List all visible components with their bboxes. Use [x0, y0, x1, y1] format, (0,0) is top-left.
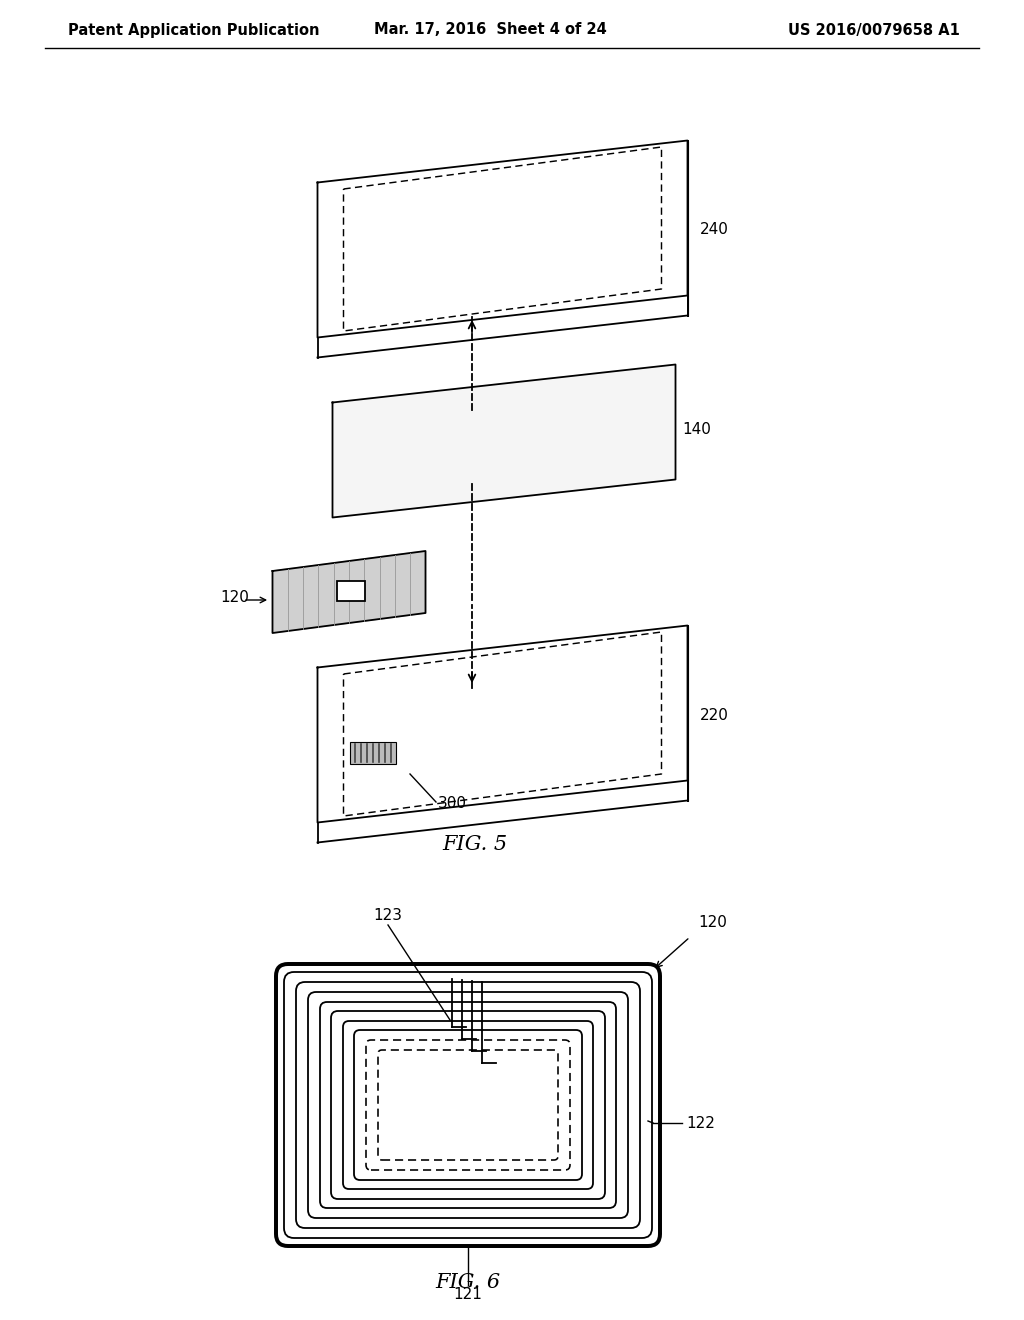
Text: 120: 120: [220, 590, 249, 606]
Bar: [350, 742, 396, 764]
Text: 140: 140: [683, 422, 712, 437]
Polygon shape: [272, 550, 426, 634]
Text: 220: 220: [699, 708, 728, 722]
Text: Patent Application Publication: Patent Application Publication: [68, 22, 319, 37]
Text: 120: 120: [698, 915, 727, 931]
Text: 123: 123: [374, 908, 402, 923]
Text: 122: 122: [686, 1115, 715, 1130]
Text: 240: 240: [699, 223, 728, 238]
Polygon shape: [317, 626, 687, 822]
Text: FIG. 5: FIG. 5: [442, 836, 508, 854]
Polygon shape: [333, 364, 676, 517]
Text: Mar. 17, 2016  Sheet 4 of 24: Mar. 17, 2016 Sheet 4 of 24: [374, 22, 606, 37]
Text: US 2016/0079658 A1: US 2016/0079658 A1: [788, 22, 961, 37]
Text: 300: 300: [438, 796, 467, 812]
Polygon shape: [317, 140, 687, 338]
Bar: [337, 581, 365, 601]
Text: 121: 121: [454, 1287, 482, 1302]
Text: FIG. 6: FIG. 6: [435, 1272, 501, 1291]
